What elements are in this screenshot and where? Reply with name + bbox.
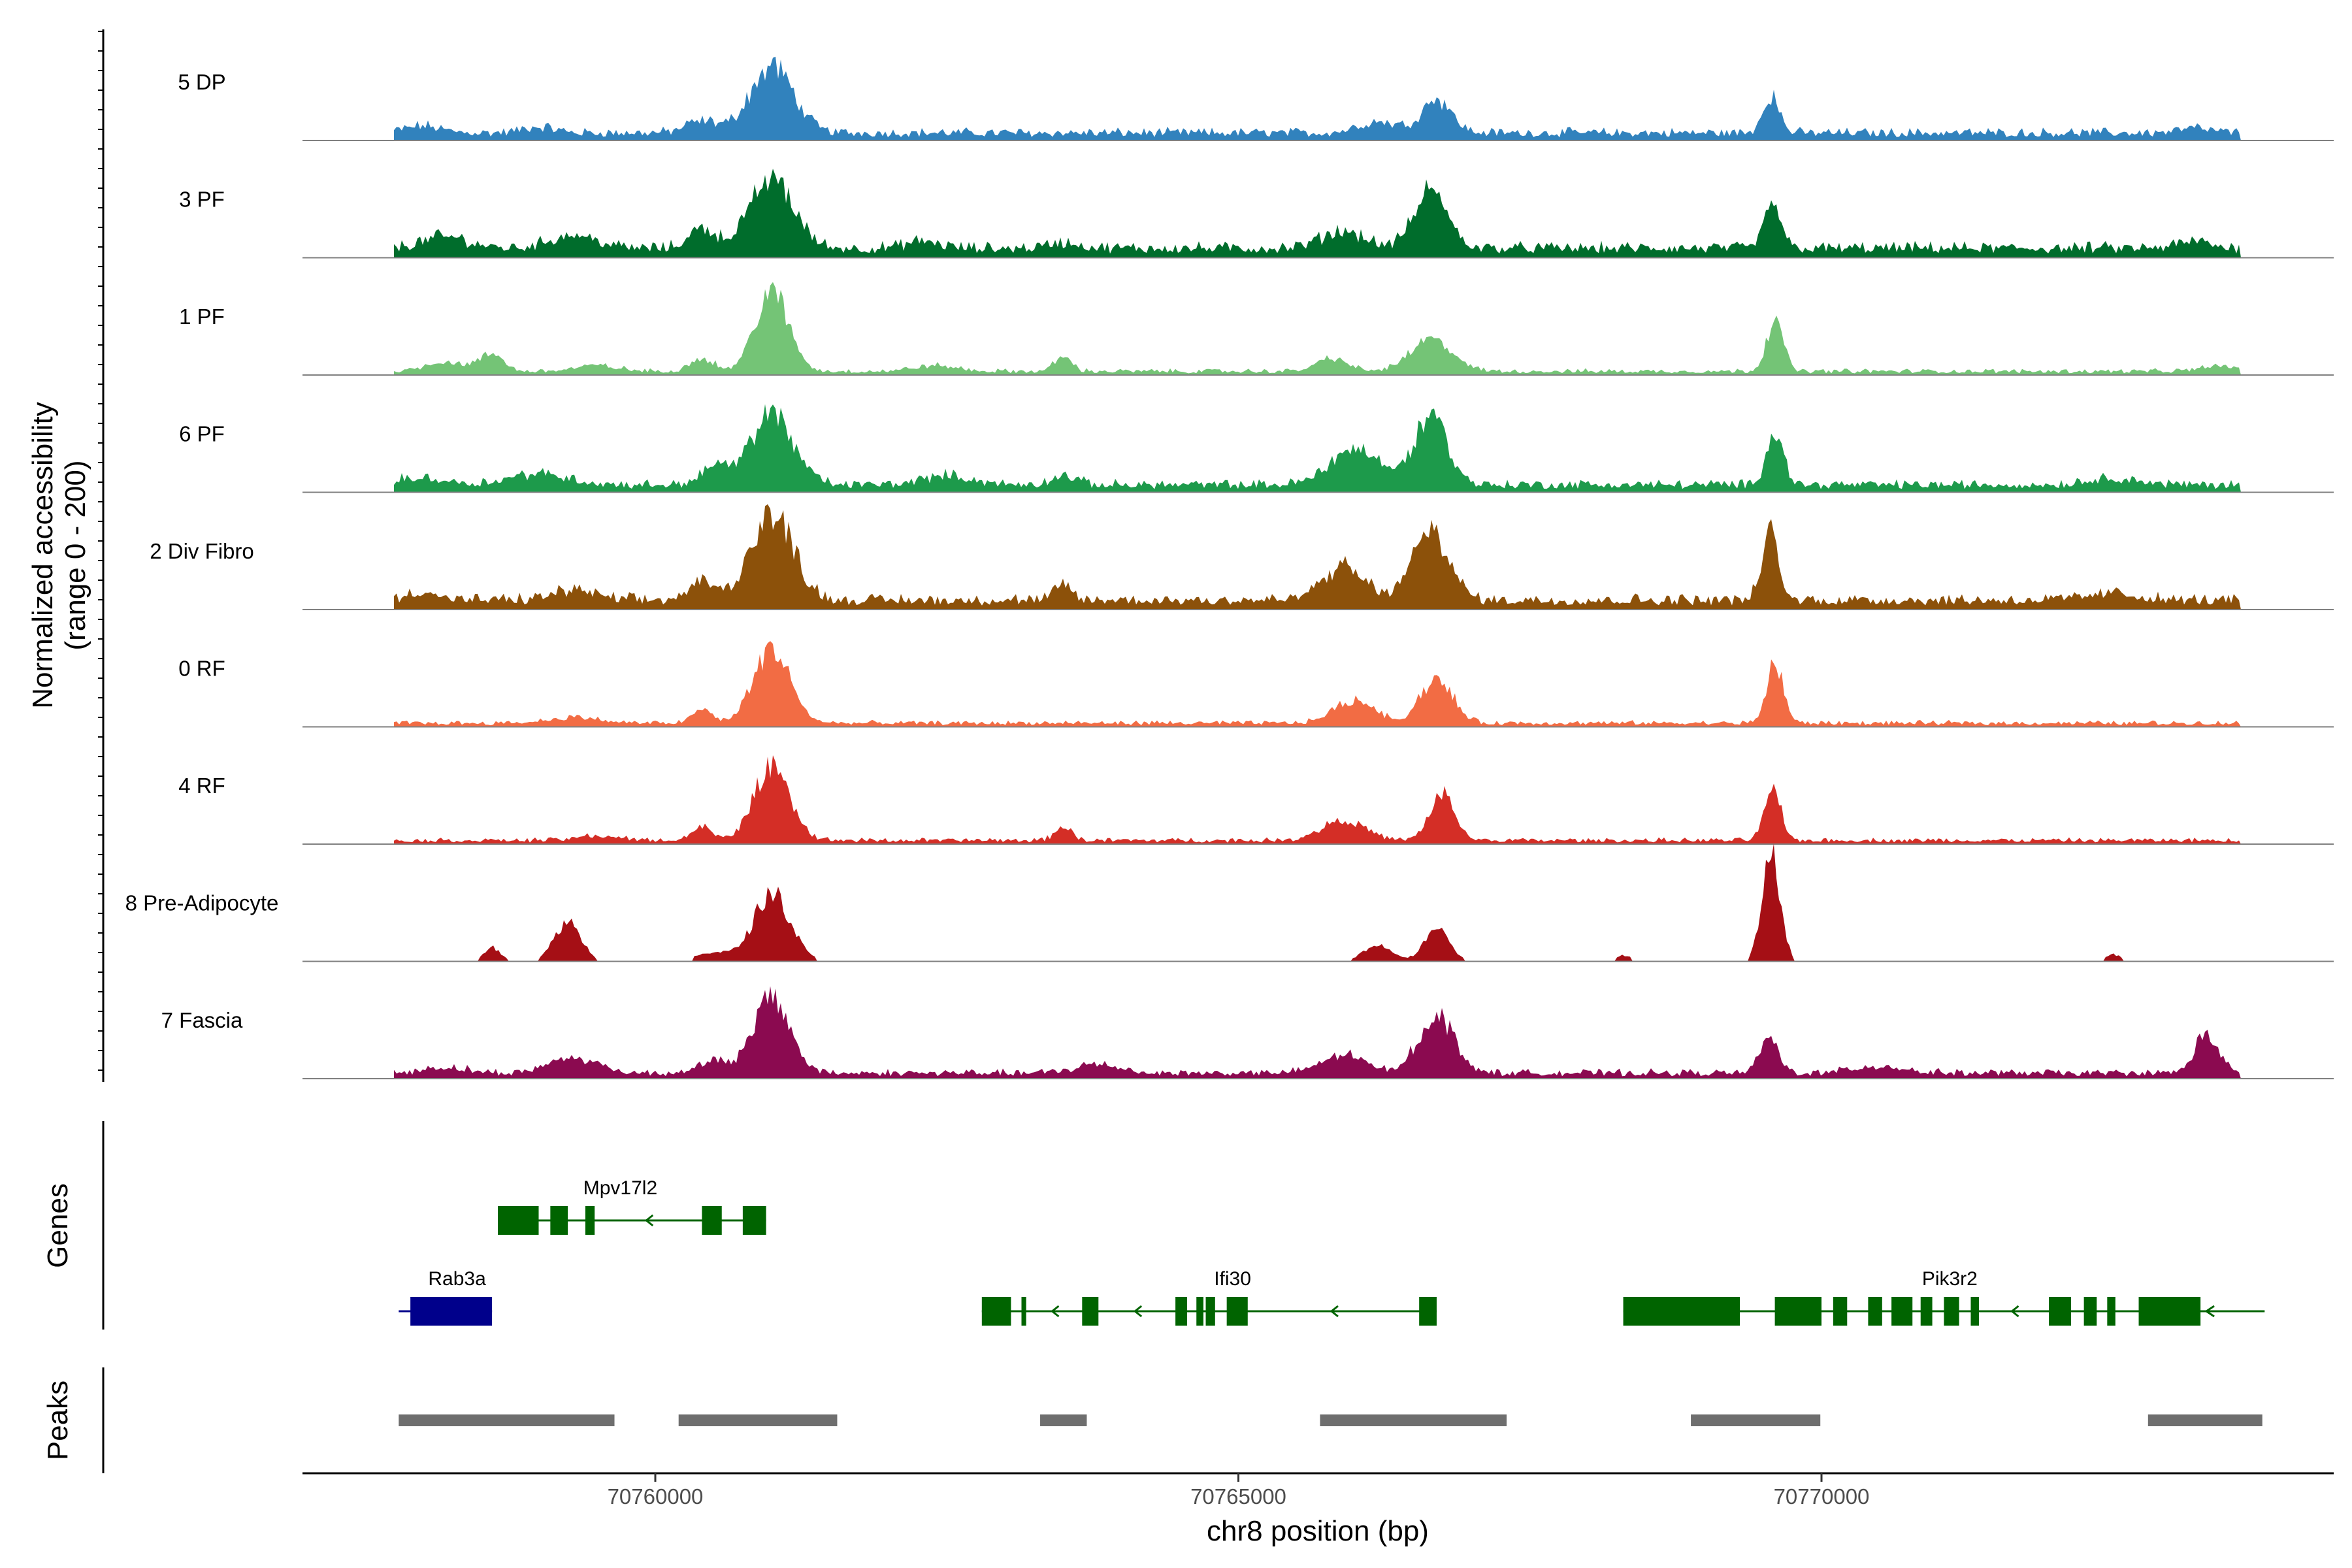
gene-label: Ifi30 — [1214, 1268, 1251, 1290]
track-label: 7 Fascia — [161, 1008, 243, 1032]
gene-exon — [585, 1206, 595, 1235]
gene-exon — [1944, 1297, 1959, 1326]
track-5-dp: 5 DP — [178, 56, 2334, 141]
gene-exon — [2107, 1297, 2115, 1326]
peak-region — [2148, 1414, 2262, 1426]
track-0-rf: 0 RF — [178, 641, 2334, 728]
y-axis-ticks — [98, 31, 103, 1071]
track-area — [394, 56, 2241, 140]
gene-exon — [1226, 1297, 1248, 1326]
track-label: 3 PF — [179, 188, 225, 212]
gene-models: Rab3a Mpv17l2 Ifi30 Pik3r2 — [399, 1177, 2265, 1326]
peak-regions — [399, 1414, 2262, 1426]
gene-label: Pik3r2 — [1922, 1268, 1978, 1290]
track-area — [394, 986, 2241, 1079]
gene-exon — [742, 1206, 766, 1235]
gene-label: Mpv17l2 — [583, 1177, 657, 1199]
track-label: 6 PF — [179, 422, 225, 446]
track-3-pf: 3 PF — [179, 169, 2334, 259]
track-label: 2 Div Fibro — [150, 539, 254, 563]
track-area — [394, 282, 2241, 375]
track-area — [394, 504, 2241, 610]
strand-arrow — [1051, 1305, 1060, 1318]
track-4-rf: 4 RF — [178, 755, 2334, 845]
peaks-axis-label: Peaks — [42, 1380, 74, 1460]
y-axis-range-label: (range 0 - 200) — [59, 460, 91, 650]
x-tick-label: 70765000 — [1190, 1484, 1286, 1509]
gene-exon — [1205, 1297, 1215, 1326]
y-axis: Normalized accessibility (range 0 - 200) — [27, 29, 105, 1082]
track-8-pre-adipocyte: 8 Pre-Adipocyte — [125, 843, 2334, 962]
peaks-panel: Peaks — [42, 1367, 2262, 1473]
strand-arrow — [2010, 1305, 2019, 1318]
gene-exon — [1419, 1297, 1437, 1326]
strand-arrow — [644, 1214, 654, 1227]
peak-region — [1320, 1414, 1507, 1426]
gene-mpv17l2: Mpv17l2 — [498, 1177, 766, 1235]
strand-arrow — [1330, 1305, 1339, 1318]
track-6-pf: 6 PF — [179, 404, 2334, 493]
peak-region — [1040, 1414, 1087, 1426]
coverage-tracks: 5 DP 3 PF 1 PF 6 PF 2 Div Fibro 0 RF 4 RF 8 Pre… — [125, 56, 2334, 1079]
gene-exon — [1196, 1297, 1203, 1326]
track-area — [394, 843, 2241, 962]
x-axis-ticks: 70760000 70765000 70770000 — [608, 1473, 1870, 1509]
track-2-div-fibro: 2 Div Fibro — [150, 504, 2334, 610]
genes-axis-label: Genes — [42, 1183, 74, 1268]
genes-panel: Genes Rab3a Mpv17l2 Ifi30 Pik3r2 — [42, 1121, 2265, 1330]
peak-region — [1691, 1414, 1821, 1426]
gene-pik3r2: Pik3r2 — [1623, 1268, 2265, 1326]
gene-label: Rab3a — [428, 1268, 486, 1290]
track-label: 0 RF — [178, 657, 225, 681]
strand-arrow — [2204, 1305, 2215, 1318]
gene-exon — [1082, 1297, 1099, 1326]
gene-exon — [498, 1206, 539, 1235]
strand-arrow — [1133, 1305, 1143, 1318]
track-label: 1 PF — [179, 304, 225, 329]
gene-exon — [702, 1206, 722, 1235]
x-tick-label: 70760000 — [608, 1484, 704, 1509]
gene-exon — [550, 1206, 568, 1235]
y-axis-label: Normalized accessibility — [27, 402, 59, 708]
gene-exon — [1021, 1297, 1026, 1326]
gene-exon — [410, 1297, 493, 1326]
peak-region — [678, 1414, 838, 1426]
gene-exon — [981, 1297, 1011, 1326]
track-area — [394, 641, 2241, 727]
peak-region — [399, 1414, 615, 1426]
track-area — [394, 755, 2241, 844]
gene-rab3a: Rab3a — [399, 1268, 493, 1326]
gene-exon — [1920, 1297, 1933, 1326]
gene-exon — [1868, 1297, 1882, 1326]
gene-ifi30: Ifi30 — [981, 1268, 1437, 1326]
gene-exon — [1891, 1297, 1913, 1326]
gene-exon — [1833, 1297, 1848, 1326]
gene-exon — [2049, 1297, 2071, 1326]
gene-exon — [1623, 1297, 1740, 1326]
x-axis-label: chr8 position (bp) — [1207, 1515, 1429, 1547]
x-tick-label: 70770000 — [1774, 1484, 1870, 1509]
track-area — [394, 404, 2241, 493]
track-label: 8 Pre-Adipocyte — [125, 891, 279, 915]
gene-exon — [1175, 1297, 1187, 1326]
gene-exon — [1970, 1297, 1979, 1326]
track-1-pf: 1 PF — [179, 282, 2334, 376]
track-label: 5 DP — [178, 70, 225, 94]
track-area — [394, 169, 2241, 258]
gene-exon — [1774, 1297, 1821, 1326]
track-7-fascia: 7 Fascia — [161, 986, 2334, 1079]
x-axis: 70760000 70765000 70770000 chr8 position (… — [302, 1472, 2334, 1547]
track-label: 4 RF — [178, 774, 225, 798]
gene-exon — [2138, 1297, 2201, 1326]
gene-exon — [2083, 1297, 2097, 1326]
